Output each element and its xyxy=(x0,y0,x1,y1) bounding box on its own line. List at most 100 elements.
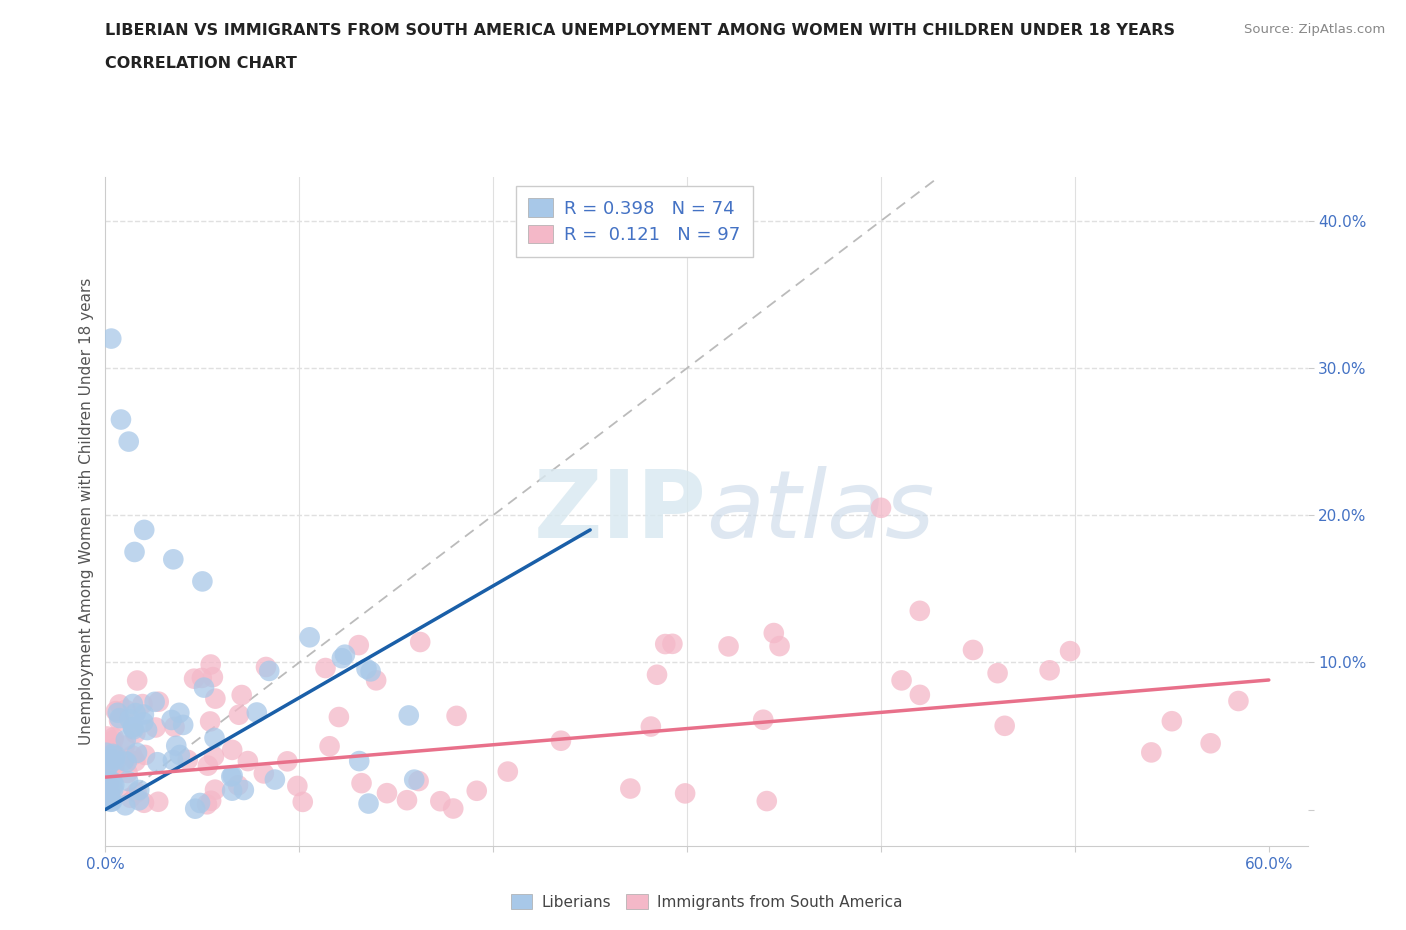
Point xyxy=(236,753,259,768)
Point xyxy=(104,752,127,767)
Point xyxy=(94,775,117,790)
Point xyxy=(120,790,142,805)
Point xyxy=(136,723,159,737)
Point xyxy=(640,719,662,734)
Point xyxy=(107,705,129,720)
Point xyxy=(169,748,191,763)
Point xyxy=(254,659,277,674)
Point xyxy=(169,705,191,720)
Point xyxy=(118,434,141,449)
Point xyxy=(333,647,356,662)
Point xyxy=(124,545,146,560)
Point xyxy=(253,766,276,781)
Point xyxy=(1199,736,1222,751)
Point xyxy=(1039,663,1062,678)
Point xyxy=(94,751,117,765)
Point xyxy=(162,551,184,566)
Point xyxy=(221,742,243,757)
Point xyxy=(619,781,641,796)
Point xyxy=(145,720,167,735)
Point xyxy=(108,713,131,728)
Point xyxy=(200,793,222,808)
Point xyxy=(198,714,221,729)
Point xyxy=(204,782,226,797)
Point xyxy=(96,763,118,777)
Point xyxy=(127,673,149,688)
Point xyxy=(134,748,156,763)
Point xyxy=(101,747,124,762)
Text: ZIP: ZIP xyxy=(534,466,707,557)
Point xyxy=(752,712,775,727)
Point xyxy=(110,412,132,427)
Point xyxy=(276,754,298,769)
Point xyxy=(347,753,370,768)
Point xyxy=(291,794,314,809)
Point xyxy=(103,730,125,745)
Point xyxy=(673,786,696,801)
Point xyxy=(122,720,145,735)
Point xyxy=(183,671,205,686)
Point xyxy=(163,720,186,735)
Point xyxy=(162,752,184,767)
Point xyxy=(148,794,170,809)
Point xyxy=(908,604,931,618)
Point xyxy=(264,772,287,787)
Point xyxy=(146,755,169,770)
Point xyxy=(97,792,120,807)
Point xyxy=(890,673,912,688)
Point xyxy=(98,774,121,789)
Point xyxy=(105,752,128,767)
Point xyxy=(115,754,138,769)
Point xyxy=(1140,745,1163,760)
Point xyxy=(298,630,321,644)
Point xyxy=(125,785,148,800)
Point xyxy=(762,626,785,641)
Point xyxy=(768,639,790,654)
Point xyxy=(98,783,121,798)
Point xyxy=(347,638,370,653)
Point xyxy=(200,658,222,672)
Point xyxy=(108,697,131,711)
Point xyxy=(103,777,125,792)
Point xyxy=(103,733,125,748)
Point xyxy=(550,733,572,748)
Point xyxy=(121,720,143,735)
Point xyxy=(117,765,139,780)
Point xyxy=(246,705,269,720)
Point xyxy=(285,778,308,793)
Y-axis label: Unemployment Among Women with Children Under 18 years: Unemployment Among Women with Children U… xyxy=(79,278,94,745)
Point xyxy=(221,783,243,798)
Point xyxy=(360,664,382,679)
Text: Source: ZipAtlas.com: Source: ZipAtlas.com xyxy=(1244,23,1385,36)
Point xyxy=(100,790,122,804)
Point xyxy=(356,661,378,676)
Point xyxy=(125,746,148,761)
Point xyxy=(160,712,183,727)
Point xyxy=(408,774,430,789)
Point xyxy=(409,634,432,649)
Point xyxy=(908,687,931,702)
Point xyxy=(204,730,226,745)
Legend: Liberians, Immigrants from South America: Liberians, Immigrants from South America xyxy=(505,887,908,916)
Point xyxy=(404,772,426,787)
Point xyxy=(197,758,219,773)
Point xyxy=(441,801,464,816)
Point xyxy=(94,747,117,762)
Point xyxy=(328,710,350,724)
Point xyxy=(101,794,124,809)
Point xyxy=(112,753,135,768)
Point xyxy=(104,704,127,719)
Point xyxy=(128,793,150,808)
Point xyxy=(96,747,118,762)
Point xyxy=(195,797,218,812)
Point xyxy=(661,636,683,651)
Point xyxy=(496,764,519,779)
Point xyxy=(366,673,388,688)
Point xyxy=(191,671,214,685)
Point xyxy=(148,695,170,710)
Point xyxy=(395,792,418,807)
Point xyxy=(101,780,124,795)
Point xyxy=(132,795,155,810)
Point xyxy=(96,776,118,790)
Point xyxy=(228,708,250,723)
